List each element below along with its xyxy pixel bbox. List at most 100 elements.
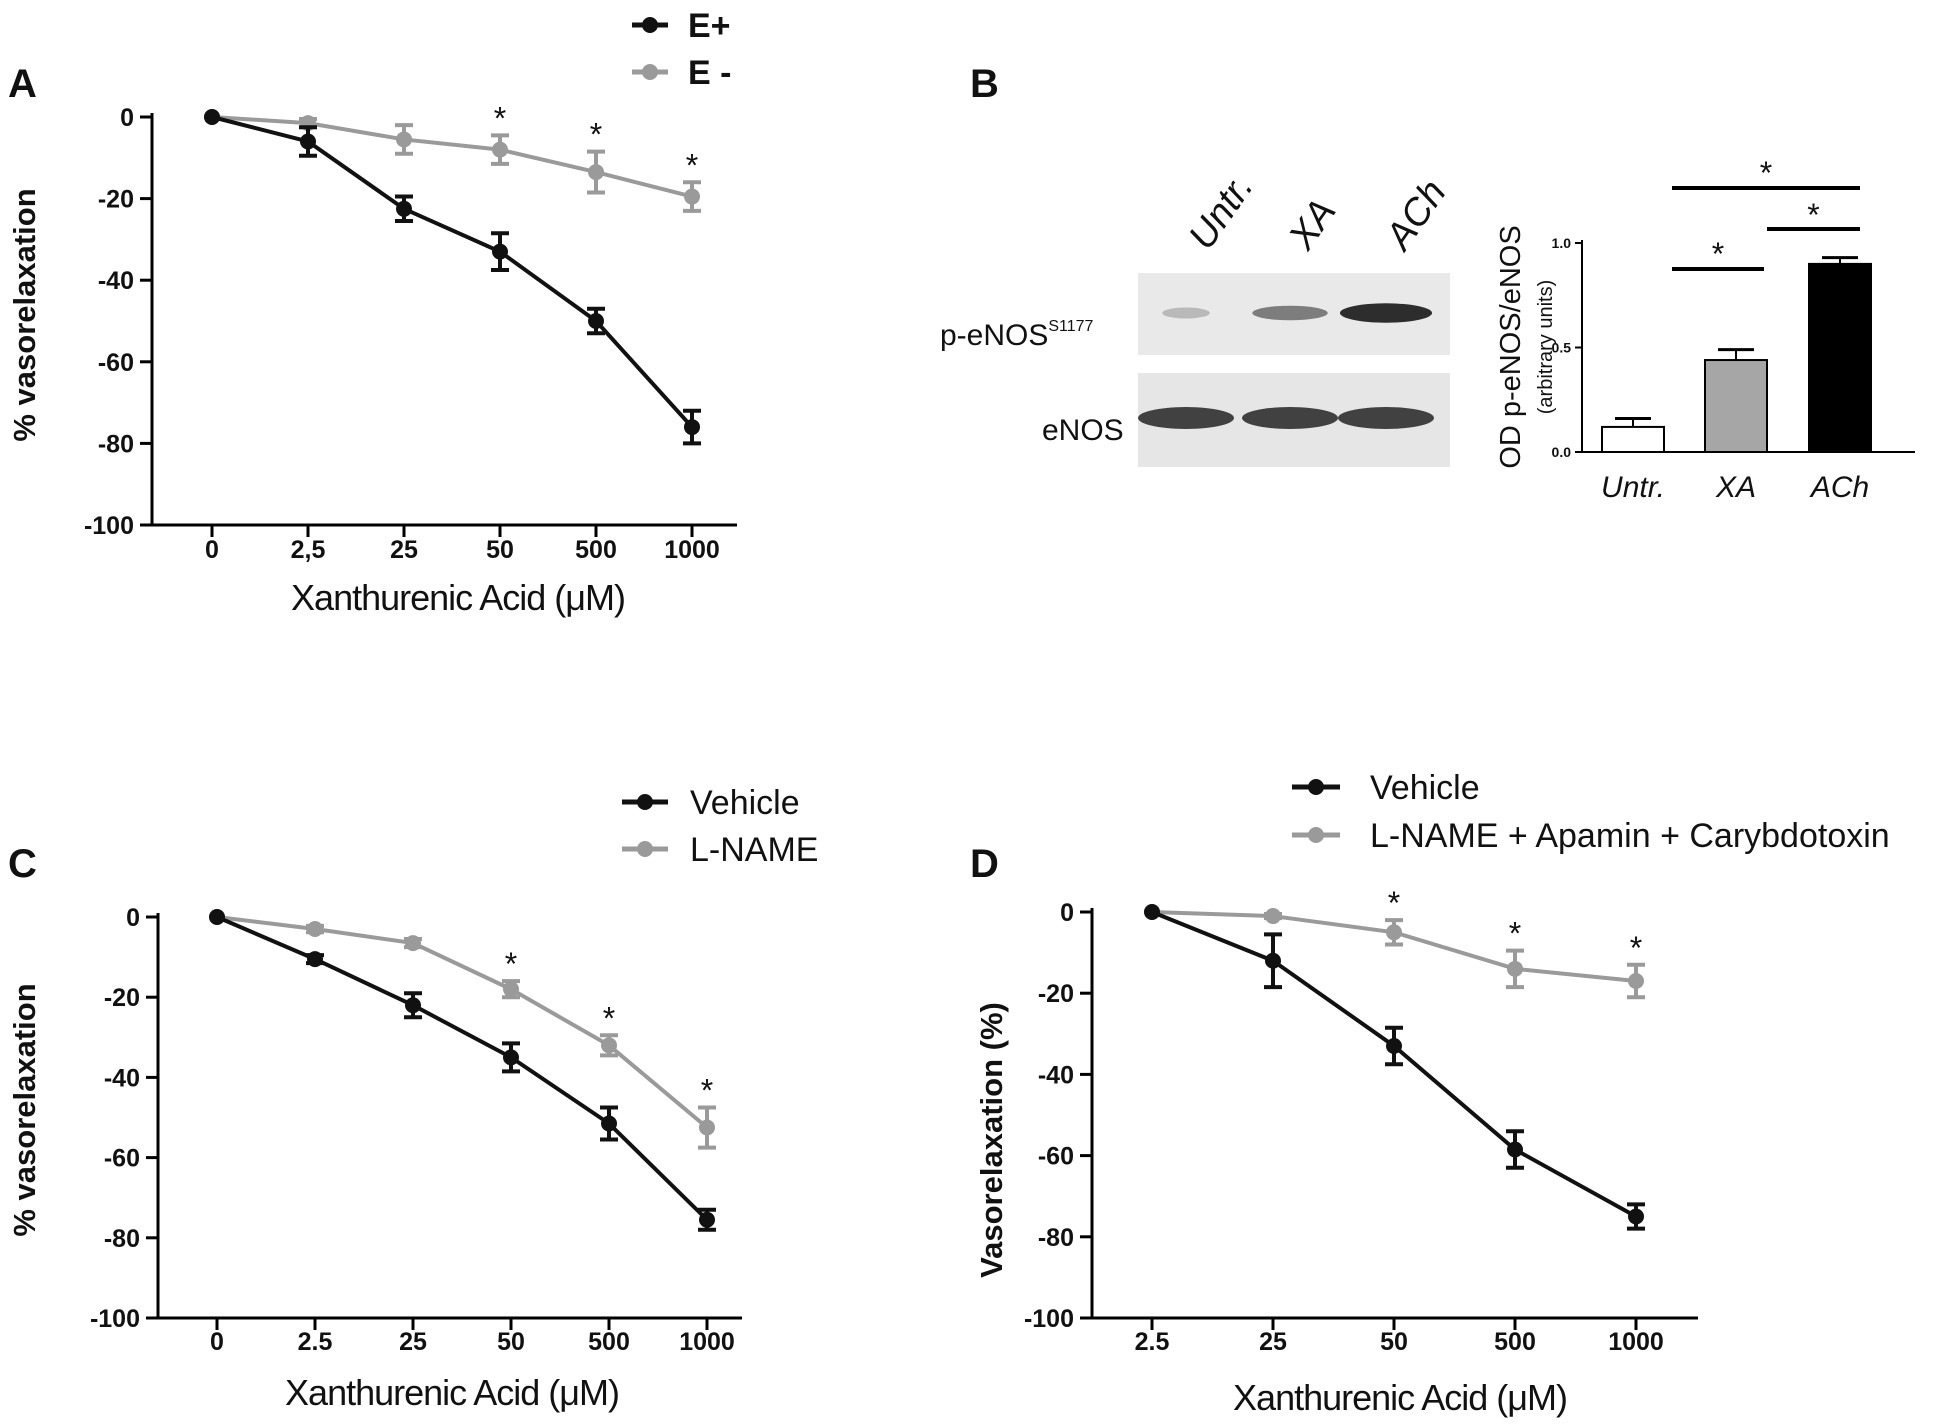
panel-a-significance-star: * (686, 147, 698, 183)
panel-a-x-tick-label: 1000 (664, 536, 720, 564)
blot-band-enos (1242, 407, 1338, 429)
panel-a-series-line-0 (211, 115, 694, 429)
panel-a-point-0 (588, 313, 604, 329)
panel-letter-b: B (970, 62, 999, 106)
panel-c-point-1 (405, 935, 421, 952)
panel-c-y-tick-label: -100 (90, 1305, 140, 1333)
legend-a-marker-eplus (642, 17, 658, 33)
panel-a-series-line-1 (211, 115, 693, 199)
panel-c-point-1 (307, 921, 323, 938)
panel-c-x-tick-label: 50 (497, 1328, 525, 1356)
panel-c-point-1 (503, 981, 519, 998)
panel-a-y-tick-label: -20 (98, 186, 134, 214)
panel-d-y-tick-label: -40 (1038, 1061, 1074, 1089)
panel-c-point-0 (699, 1211, 715, 1228)
panel-a-significance-star: * (494, 100, 506, 136)
panel-a-chart: E+ E - % vasorelaxation Xanthurenic Acid… (7, 7, 737, 618)
panel-c-x-tick-label: 25 (399, 1328, 427, 1356)
blot-row-p-enos-superscript: S1177 (1048, 318, 1093, 335)
legend-a-label-eminus: E - (688, 54, 731, 92)
panel-d-significance-star: * (1509, 916, 1521, 952)
panel-c-y-tick-label: -60 (104, 1145, 140, 1173)
blot-lane-ach: ACh (1377, 173, 1455, 259)
panel-c-series-line-0 (216, 915, 709, 1222)
panel-d-y-tick-label: -20 (1038, 980, 1074, 1008)
panel-a-point-1 (396, 131, 412, 148)
panel-c-significance-star: * (603, 1000, 615, 1036)
panel-d-x-tick-label: 500 (1494, 1328, 1536, 1356)
panel-c-y-tick-label: -80 (104, 1225, 140, 1253)
panel-d-x-axis-label: Xanthurenic Acid (μM) (1233, 1377, 1567, 1418)
panel-c-significance-star: * (701, 1072, 713, 1108)
panel-c-x-axis-label: Xanthurenic Acid (μM) (285, 1372, 619, 1413)
blot-band-enos (1338, 407, 1434, 429)
legend-c-marker-vehicle (637, 794, 653, 810)
panel-a-y-tick-label: -100 (84, 512, 134, 540)
panel-a-point-0 (396, 200, 412, 217)
blot-band-enos (1138, 407, 1234, 429)
panel-d-significance-star: * (1630, 930, 1642, 966)
panel-c-point-1 (601, 1037, 617, 1054)
panel-a-x-tick-label: 0 (205, 536, 219, 564)
panel-d-y-tick-label: -80 (1038, 1224, 1074, 1252)
panel-c-y-axis-label: % vasorelaxation (7, 983, 42, 1236)
panel-b-y-tick-label: 0.5 (1552, 340, 1572, 356)
legend-d: Vehicle L-NAME + Apamin + Carybdotoxin (1292, 769, 1890, 855)
panel-b-comparison-star-0: * (1712, 236, 1724, 272)
legend-d-label-lname-combo: L-NAME + Apamin + Carybdotoxin (1370, 817, 1890, 855)
panel-a-point-1 (684, 188, 700, 205)
panel-d-x-tick-label: 50 (1380, 1328, 1408, 1356)
panel-d-x-tick-label: 25 (1259, 1328, 1287, 1356)
legend-c-label-vehicle: Vehicle (690, 784, 800, 822)
panel-c-significance-star: * (505, 946, 517, 982)
panel-a-point-0 (684, 419, 700, 436)
panel-a-significance-star: * (590, 117, 602, 153)
panel-c-x-tick-label: 500 (588, 1328, 630, 1356)
panel-c-series-line-1 (216, 915, 709, 1130)
panel-c-x-tick-label: 1000 (679, 1328, 735, 1356)
panel-b-category-label-2: ACh (1809, 471, 1869, 504)
panel-a-x-tick-label: 2,5 (291, 536, 326, 564)
panel-c-point-1 (699, 1119, 715, 1136)
panel-c-point-0 (209, 909, 225, 925)
blot-band-p-enos (1162, 307, 1210, 319)
panel-a-point-1 (588, 164, 604, 181)
panel-a-point-0 (204, 109, 220, 125)
legend-a-marker-eminus (642, 64, 658, 80)
panel-c-y-tick-label: 0 (126, 904, 140, 932)
panel-d-point-0 (1386, 1037, 1402, 1054)
panel-letter-a: A (8, 62, 37, 106)
panel-d-point-0 (1265, 952, 1281, 969)
panel-d-significance-star: * (1388, 885, 1400, 921)
panel-b: Untr. XA ACh p-eNOSS1177 eNOS 0.0 0.5 1.0 U… (940, 155, 1915, 504)
legend-c: Vehicle L-NAME (622, 784, 818, 869)
legend-c-marker-lname (637, 841, 653, 857)
legend-a: E+ E - (632, 7, 731, 92)
blot-lane-untr: Untr. (1181, 167, 1262, 257)
panel-c-point-0 (503, 1049, 519, 1066)
panel-d-point-1 (1386, 924, 1402, 941)
panel-a-x-axis-label: Xanthurenic Acid (μM) (291, 577, 625, 618)
panel-c-y-tick-label: -20 (104, 984, 140, 1012)
panel-b-category-label-0: Untr. (1601, 471, 1665, 504)
panel-c-point-0 (405, 997, 421, 1014)
panel-a-x-tick-label: 50 (486, 536, 514, 564)
panel-c-x-tick-label: 2.5 (298, 1328, 333, 1356)
panel-d-y-tick-label: 0 (1060, 899, 1074, 927)
panel-d-point-0 (1628, 1208, 1644, 1225)
panel-a-y-axis-label: % vasorelaxation (7, 188, 42, 441)
panel-c-chart: Vehicle L-NAME % vasorelaxation Xanthure… (7, 784, 818, 1413)
panel-a-y-tick-label: -60 (98, 349, 134, 377)
panel-d-x-tick-label: 2.5 (1135, 1328, 1170, 1356)
panel-b-y-tick-label: 0.0 (1552, 444, 1572, 460)
panel-a-point-0 (492, 243, 508, 260)
panel-d-x-tick-label: 1000 (1608, 1328, 1664, 1356)
panel-letter-c: C (8, 842, 37, 886)
panel-a-point-0 (300, 133, 316, 150)
western-blot: Untr. XA ACh p-eNOSS1177 eNOS (940, 167, 1455, 467)
panel-b-y-axis-sublabel: (arbitrary units) (1535, 280, 1557, 414)
legend-c-label-lname: L-NAME (690, 831, 818, 869)
blot-row-label-enos: eNOS (1042, 414, 1124, 447)
panel-a-y-tick-label: 0 (120, 104, 134, 132)
panel-b-bar-chart: 0.0 0.5 1.0 Untr. XA ACh * * * (1552, 155, 1915, 504)
